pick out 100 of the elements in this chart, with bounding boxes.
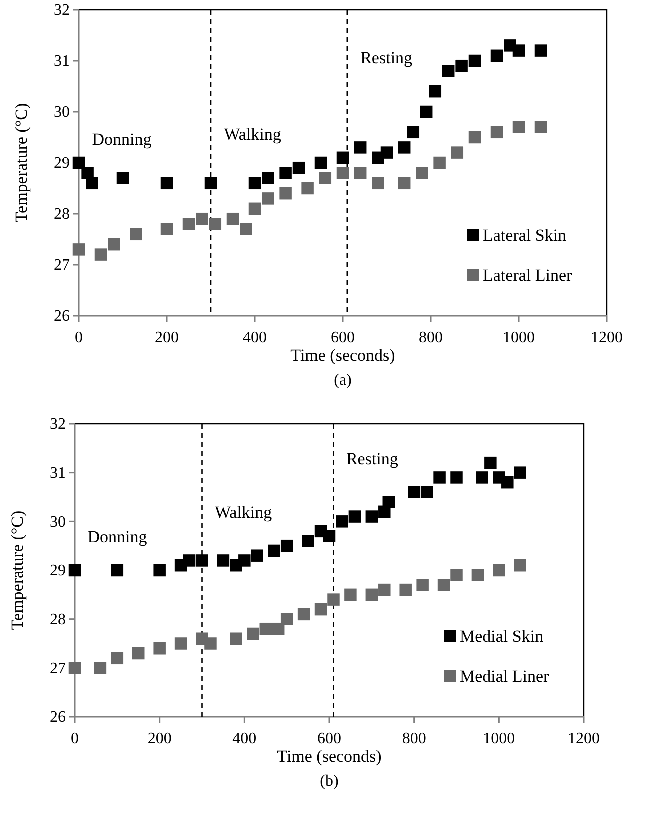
x-tick-label: 400 (232, 730, 257, 748)
point (247, 628, 260, 640)
point (272, 622, 285, 636)
point (354, 142, 367, 154)
point (493, 564, 506, 577)
x-tick-label: 1000 (483, 730, 516, 748)
x-tick-label: 1200 (591, 330, 623, 347)
x-tick-label: 0 (71, 730, 79, 748)
point (438, 579, 450, 592)
point (382, 496, 396, 508)
point (111, 652, 124, 665)
annotation: Donning (88, 528, 148, 546)
point (280, 613, 294, 626)
point (280, 167, 292, 180)
text: (b) (320, 773, 339, 790)
y-axis-title: Temperature (°C) (12, 103, 31, 223)
point (68, 662, 82, 674)
x-tick-label: 600 (331, 330, 355, 347)
point (204, 177, 218, 190)
point (472, 569, 484, 582)
point (209, 218, 222, 230)
point (280, 187, 292, 200)
point (160, 223, 174, 236)
point (451, 146, 464, 159)
point (348, 510, 362, 523)
point (302, 535, 314, 548)
point (314, 603, 328, 616)
point (378, 584, 391, 596)
point (400, 584, 412, 596)
point (86, 177, 98, 190)
point (328, 594, 340, 606)
point (248, 177, 262, 190)
point (442, 65, 455, 78)
point (68, 564, 82, 577)
point (502, 476, 514, 489)
y-tick-label: 28 (50, 611, 66, 628)
point (238, 554, 251, 567)
x-tick-label: 1000 (503, 330, 535, 347)
y-tick-label: 29 (54, 155, 70, 172)
annotation: Walking (214, 503, 273, 522)
point (226, 212, 240, 226)
point (484, 456, 497, 470)
point (319, 172, 332, 184)
point (450, 569, 463, 582)
point (534, 44, 548, 57)
point (512, 44, 526, 57)
point (298, 608, 310, 621)
point (468, 54, 482, 68)
point (154, 564, 166, 577)
y-tick-label: 30 (50, 514, 66, 531)
point (476, 472, 488, 484)
point (490, 50, 504, 62)
point (132, 647, 145, 660)
x-tick-label: 800 (419, 330, 443, 347)
point (434, 156, 446, 170)
point (534, 121, 548, 134)
point (416, 579, 429, 592)
annotation: Resting (360, 48, 414, 68)
point (420, 486, 434, 498)
point (130, 228, 142, 241)
point (416, 167, 428, 180)
point (420, 106, 433, 118)
point (366, 588, 378, 602)
point (204, 638, 217, 650)
x-tick-label: 200 (155, 330, 179, 347)
point (450, 472, 463, 484)
point (336, 516, 348, 528)
point (196, 212, 208, 226)
y-tick-label: 31 (50, 464, 66, 482)
point (429, 85, 442, 98)
point (251, 550, 264, 562)
point (398, 142, 411, 154)
y-tick-label: 29 (50, 562, 66, 580)
point (336, 152, 350, 164)
point (160, 177, 174, 190)
point (344, 588, 357, 602)
point (217, 554, 230, 567)
y-tick-label: 26 (54, 308, 70, 326)
point (380, 146, 394, 159)
point (230, 632, 242, 645)
point (280, 540, 294, 552)
point (262, 192, 274, 205)
point (434, 472, 446, 484)
point (398, 177, 411, 190)
point (248, 202, 262, 216)
point (408, 486, 420, 498)
point (94, 662, 107, 674)
x-tick-label: 0 (75, 330, 83, 347)
x-axis-title: Time (seconds) (290, 346, 396, 365)
point (72, 244, 86, 256)
annotation: Donning (92, 130, 152, 150)
point (174, 638, 188, 650)
point (196, 554, 208, 567)
point (323, 530, 336, 542)
x-tick-label: 800 (402, 730, 426, 748)
point (512, 121, 526, 134)
y-tick-label: 30 (54, 104, 70, 122)
y-axis-title: Temperature (°C) (8, 510, 27, 630)
legend-label: Lateral Liner (483, 266, 573, 285)
point (366, 510, 378, 523)
